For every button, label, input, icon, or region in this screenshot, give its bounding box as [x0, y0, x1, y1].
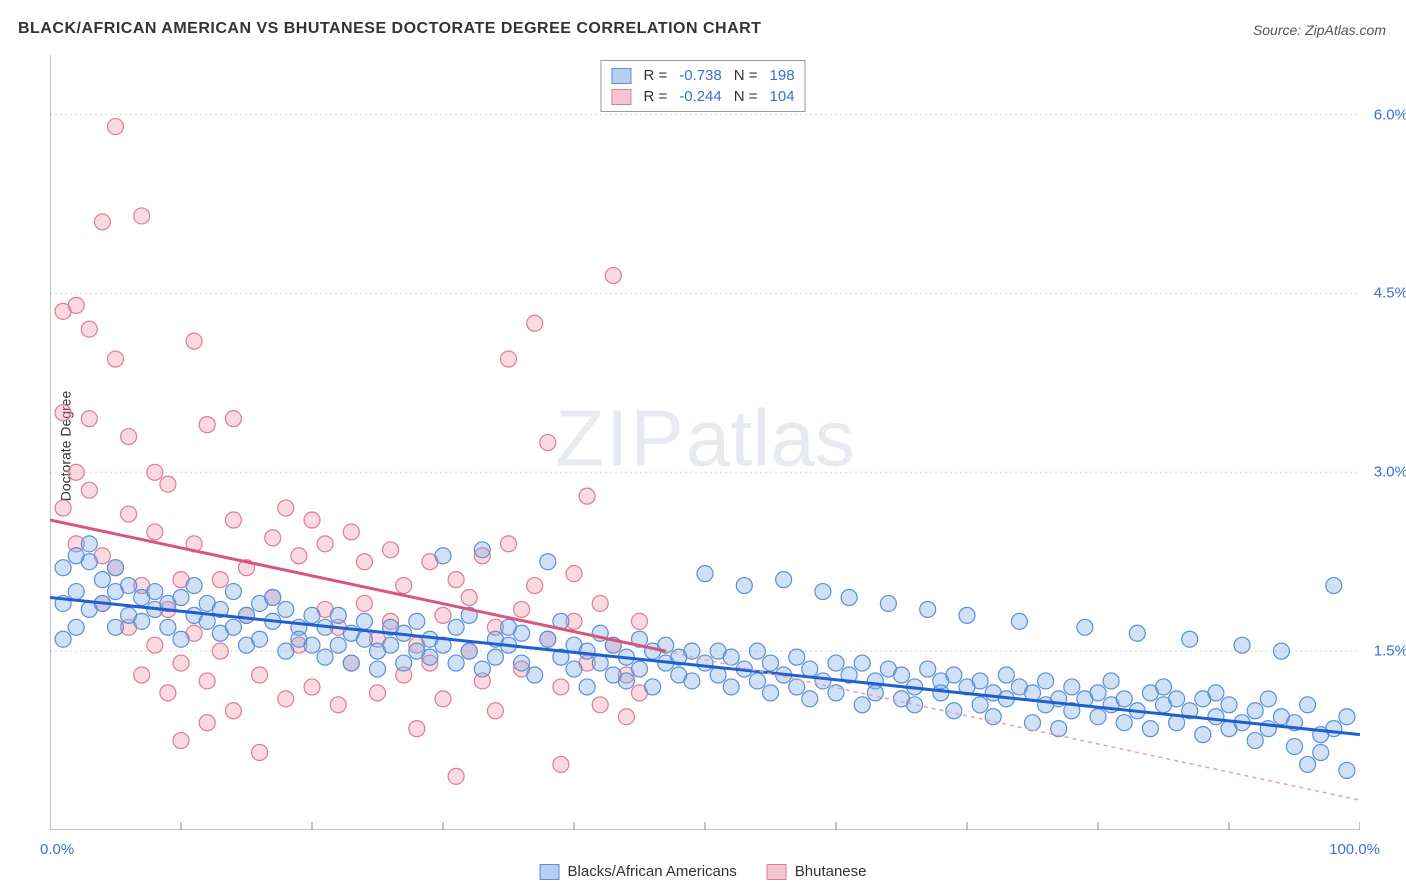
y-tick-label: 6.0% — [1374, 106, 1406, 123]
r-value-pink: -0.244 — [679, 88, 722, 105]
n-value-pink: 104 — [770, 88, 795, 105]
n-value-blue: 198 — [770, 67, 795, 84]
n-label: N = — [734, 67, 758, 84]
x-tick-max: 100.0% — [1329, 841, 1380, 858]
r-value-blue: -0.738 — [679, 67, 722, 84]
legend-label: Bhutanese — [795, 863, 867, 880]
n-label: N = — [734, 88, 758, 105]
r-label: R = — [643, 88, 667, 105]
legend-row-blue: R = -0.738 N = 198 — [611, 65, 794, 86]
y-tick-label: 1.5% — [1374, 643, 1406, 660]
legend-row-pink: R = -0.244 N = 104 — [611, 86, 794, 107]
chart-area: ZIPatlas 1.5%3.0%4.5%6.0% 0.0% 100.0% — [50, 55, 1360, 830]
legend-item-blue: Blacks/African Americans — [540, 863, 737, 880]
y-tick-label: 4.5% — [1374, 285, 1406, 302]
scatter-plot — [50, 55, 1360, 830]
source-attribution: Source: ZipAtlas.com — [1253, 22, 1386, 38]
legend-swatch-blue — [611, 68, 631, 84]
legend-swatch-icon — [540, 864, 560, 880]
r-label: R = — [643, 67, 667, 84]
series-legend: Blacks/African Americans Bhutanese — [540, 863, 867, 880]
chart-title: BLACK/AFRICAN AMERICAN VS BHUTANESE DOCT… — [18, 20, 761, 38]
legend-swatch-pink — [611, 89, 631, 105]
y-tick-label: 3.0% — [1374, 464, 1406, 481]
legend-swatch-icon — [767, 864, 787, 880]
correlation-legend: R = -0.738 N = 198 R = -0.244 N = 104 — [600, 60, 805, 112]
legend-item-pink: Bhutanese — [767, 863, 867, 880]
legend-label: Blacks/African Americans — [568, 863, 737, 880]
x-tick-min: 0.0% — [40, 841, 74, 858]
